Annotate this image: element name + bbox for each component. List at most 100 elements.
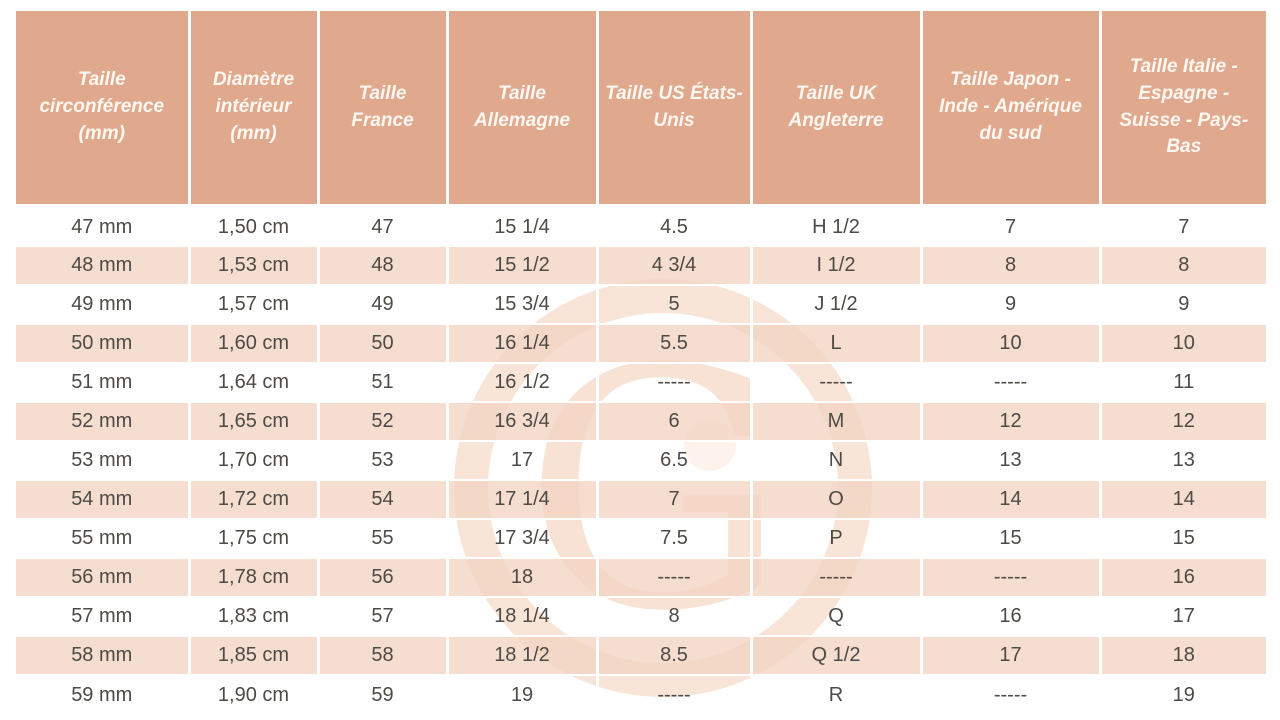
- cell: 11: [1173, 371, 1195, 393]
- table-row: 58 mm 1,85 cm 58 18 1/2 8.5 Q 1/2 17 18: [16, 635, 1266, 676]
- cell: 17: [921, 635, 1102, 676]
- cell: 17 3/4: [447, 519, 599, 558]
- cell: 16: [1100, 557, 1266, 598]
- cell: -----: [921, 363, 1102, 402]
- cell: 58 mm: [16, 635, 191, 676]
- cell: 48 mm: [16, 245, 191, 286]
- cell: 16: [921, 597, 1102, 636]
- cell: 5.5: [597, 323, 753, 364]
- cell: 59: [318, 675, 449, 714]
- cell: 17: [1172, 605, 1195, 627]
- cell: 15 1/4: [447, 207, 599, 246]
- table-row: 52 mm 1,65 cm 52 16 3/4 6 M 12 12: [16, 401, 1266, 442]
- cell: 16 3/4: [447, 401, 599, 442]
- cell: 4.5: [597, 207, 753, 246]
- table-row: 55 mm 1,75 cm 55 17 3/4 7.5 P 15 15: [16, 519, 1266, 558]
- cell: 57: [318, 597, 449, 636]
- cell: 12: [1100, 401, 1266, 442]
- header-taille-us: Taille US États-Unis: [597, 11, 753, 210]
- cell: 51: [318, 363, 449, 402]
- cell: 9: [921, 285, 1102, 324]
- cell: 5: [597, 285, 753, 324]
- cell: 13: [921, 441, 1102, 480]
- cell: -----: [597, 675, 753, 714]
- cell: 1,60 cm: [189, 323, 320, 364]
- cell: 19: [1172, 683, 1195, 706]
- cell: 4 3/4: [597, 245, 753, 286]
- cell: Q: [751, 597, 923, 636]
- header-taille-circonference: Taille circonférence (mm): [16, 11, 191, 210]
- cell: -----: [921, 675, 1102, 714]
- cell: 52 mm: [16, 401, 191, 442]
- cell: N: [751, 441, 923, 480]
- cell: 1,50 cm: [189, 207, 320, 246]
- cell: 8.5: [597, 635, 753, 676]
- cell: 8: [597, 597, 753, 636]
- cell: 15 3/4: [447, 285, 599, 324]
- cell: 47 mm: [16, 207, 191, 246]
- cell: 54: [318, 479, 449, 520]
- cell: 1,64 cm: [189, 363, 320, 402]
- table-row: 51 mm 1,64 cm 51 16 1/2 ----- ----- ----- 11: [16, 363, 1266, 402]
- cell: 18: [447, 557, 599, 598]
- table-row: 57 mm 1,83 cm 57 18 1/4 8 Q 16 17: [16, 597, 1266, 636]
- cell: 14: [921, 479, 1102, 520]
- cell: 52: [318, 401, 449, 442]
- table-row: 48 mm 1,53 cm 48 15 1/2 4 3/4 I 1/2 8 8: [16, 245, 1266, 286]
- table-row: 47 mm 1,50 cm 47 15 1/4 4.5 H 1/2 7 7: [16, 207, 1266, 246]
- table-row: 59 mm 1,90 cm 59 19 ----- R ----- 19: [16, 675, 1266, 714]
- cell: 12: [921, 401, 1102, 442]
- header-diametre-interieur: Diamètre intérieur (mm): [189, 11, 320, 210]
- cell: 9: [1178, 293, 1190, 315]
- cell: 56 mm: [16, 557, 191, 598]
- cell: 56: [318, 557, 449, 598]
- cell: 1,75 cm: [189, 519, 320, 558]
- cell: H 1/2: [751, 207, 923, 246]
- cell: 8: [921, 245, 1102, 286]
- cell: 1,83 cm: [189, 597, 320, 636]
- table-header: Taille circonférence (mm) Diamètre intér…: [16, 11, 1266, 210]
- header-row: Taille circonférence (mm) Diamètre intér…: [16, 11, 1266, 210]
- cell: 6: [597, 401, 753, 442]
- cell: 10: [921, 323, 1102, 364]
- cell: 6.5: [597, 441, 753, 480]
- cell: 59 mm: [16, 675, 191, 714]
- cell: 1,57 cm: [189, 285, 320, 324]
- cell: 1,72 cm: [189, 479, 320, 520]
- cell: 1,70 cm: [189, 441, 320, 480]
- cell: 53: [318, 441, 449, 480]
- header-taille-italie: Taille Italie - Espagne - Suisse - Pays-…: [1100, 11, 1266, 210]
- cell: 8: [1100, 245, 1266, 286]
- cell: 1,78 cm: [189, 557, 320, 598]
- cell: J 1/2: [751, 285, 923, 324]
- cell: 1,53 cm: [189, 245, 320, 286]
- cell: -----: [597, 557, 753, 598]
- cell: 18: [1100, 635, 1266, 676]
- cell: 17: [447, 441, 599, 480]
- cell: I 1/2: [751, 245, 923, 286]
- cell: 51 mm: [16, 363, 191, 402]
- cell: -----: [751, 363, 923, 402]
- cell: 14: [1100, 479, 1266, 520]
- cell: 15: [1172, 527, 1195, 549]
- cell: 7: [597, 479, 753, 520]
- cell: O: [751, 479, 923, 520]
- cell: 19: [447, 675, 599, 714]
- cell: P: [751, 519, 923, 558]
- size-chart-page: G Taille circonférence (mm) Diamètre int…: [0, 11, 1280, 720]
- cell: 55 mm: [16, 519, 191, 558]
- cell: 54 mm: [16, 479, 191, 520]
- table-row: 50 mm 1,60 cm 50 16 1/4 5.5 L 10 10: [16, 323, 1266, 364]
- cell: 1,65 cm: [189, 401, 320, 442]
- cell: 50: [318, 323, 449, 364]
- cell: 13: [1172, 449, 1195, 471]
- cell: 18 1/4: [447, 597, 599, 636]
- cell: 57 mm: [16, 597, 191, 636]
- table-row: 56 mm 1,78 cm 56 18 ----- ----- ----- 16: [16, 557, 1266, 598]
- cell: 47: [318, 207, 449, 246]
- cell: 18 1/2: [447, 635, 599, 676]
- cell: 50 mm: [16, 323, 191, 364]
- cell: 15 1/2: [447, 245, 599, 286]
- ring-size-conversion-table: Taille circonférence (mm) Diamètre intér…: [16, 11, 1266, 714]
- table-row: 54 mm 1,72 cm 54 17 1/4 7 O 14 14: [16, 479, 1266, 520]
